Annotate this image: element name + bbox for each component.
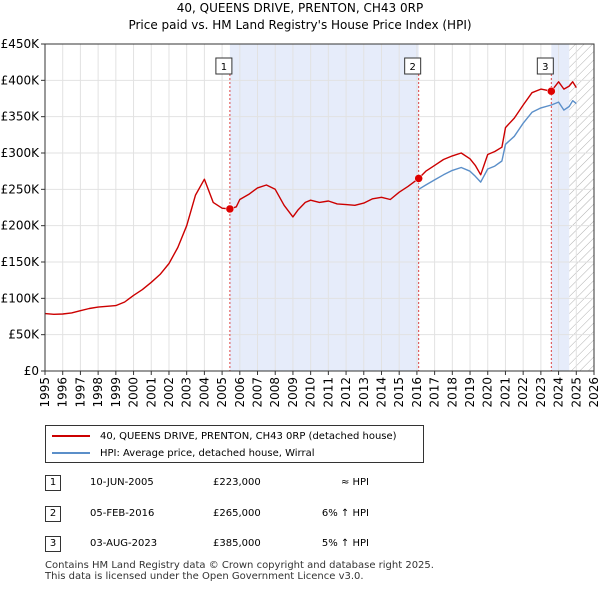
legend-swatch-property [52,435,90,437]
x-tick-label: 2021 [498,377,512,408]
x-tick-label: 2013 [357,377,371,408]
legend-label-property: 40, QUEENS DRIVE, PRENTON, CH43 0RP (det… [100,430,397,442]
x-tick-label: 2009 [286,377,300,408]
x-tick-label: 1998 [91,377,105,408]
sale-label-box [536,57,554,75]
footer-attribution: Contains HM Land Registry data © Crown c… [45,560,595,582]
x-tick-label: 2007 [251,377,265,408]
sale-row: 1 10-JUN-2005 £223,000 ≈ HPI [45,473,465,495]
y-tick-label: £0 [24,364,39,378]
footer-copyright: Contains HM Land Registry data © Crown c… [45,560,434,571]
y-tick-label: £400K [1,73,41,87]
x-tick-label: 2010 [304,377,318,408]
sale-price: £385,000 [213,538,261,549]
legend-item-property: 40, QUEENS DRIVE, PRENTON, CH43 0RP (det… [52,428,397,444]
y-tick-label: £200K [1,219,41,233]
plot-frame [44,43,595,372]
legend: 40, QUEENS DRIVE, PRENTON, CH43 0RP (det… [45,425,424,463]
sale-hpi-comparison: 5% ↑ HPI [321,538,369,549]
y-tick-label: £350K [1,110,41,124]
legend-swatch-hpi [52,452,90,454]
sale-hpi-comparison: ≈ HPI [340,477,369,488]
x-tick-label: 1999 [109,377,123,408]
hpi-line [418,99,577,190]
x-tick-label: 2012 [339,377,353,408]
y-tick-label: £300K [1,146,41,160]
x-tick-label: 2001 [144,377,158,408]
sale-label-box [404,57,422,75]
x-tick-label: 2004 [197,377,211,408]
sale-label: 3 [542,62,548,73]
sale-label: 1 [221,62,227,73]
shaded-period [551,44,570,371]
x-tick-label: 2006 [233,377,247,408]
x-tick-label: 2026 [587,377,600,408]
sale-number-badge: 2 [45,506,61,522]
y-tick-label: £100K [1,291,41,305]
y-tick-label: £50K [8,328,40,342]
x-tick-label: 2019 [463,377,477,408]
x-tick-label: 2003 [180,377,194,408]
x-tick-label: 2000 [127,377,141,408]
x-tick-label: 2011 [321,377,335,408]
sale-price: £265,000 [213,508,261,519]
price-chart: 1 2 3 £0 £50K £100K £150K £200K £250K £300K £350K… [1,37,600,408]
shaded-period [229,44,419,371]
sale-date: 03-AUG-2023 [90,538,158,549]
x-tick-label: 2014 [374,377,388,408]
x-tick-label: 2008 [268,377,282,408]
sale-hpi-comparison: 6% ↑ HPI [321,508,369,519]
x-tick-label: 2016 [410,377,424,408]
x-tick-label: 2024 [552,377,566,408]
sale-price: £223,000 [213,477,261,488]
x-tick-label: 1997 [73,377,87,408]
legend-label-hpi: HPI: Average price, detached house, Wirr… [100,447,315,459]
sale-label: 2 [409,62,415,73]
sale-point [547,86,556,96]
x-tick-label: 1995 [38,377,52,408]
x-tick-label: 2015 [392,377,406,408]
legend-item-hpi: HPI: Average price, detached house, Wirr… [52,445,315,461]
sale-label-box [215,57,233,75]
x-tick-label: 2002 [162,377,176,408]
y-tick-label: £150K [1,255,41,269]
y-tick-label: £250K [1,182,41,196]
x-tick-label: 2018 [445,377,459,408]
y-tick-label: £450K [1,37,41,51]
sale-row: 3 03-AUG-2023 £385,000 5% ↑ HPI [45,534,465,556]
sale-point [414,174,423,183]
sale-number-badge: 1 [45,475,61,491]
footer-licence: This data is licensed under the Open Gov… [45,571,364,582]
x-tick-label: 2023 [534,377,548,408]
property-price-line [44,81,577,315]
x-tick-label: 2025 [569,377,583,408]
x-tick-label: 2017 [428,377,442,408]
sale-date: 05-FEB-2016 [90,508,155,519]
x-tick-label: 2022 [516,377,530,408]
sale-date: 10-JUN-2005 [90,477,154,488]
x-tick-label: 1996 [56,377,70,408]
sale-number-badge: 3 [45,536,61,552]
x-tick-label: 2005 [215,377,229,408]
sale-row: 2 05-FEB-2016 £265,000 6% ↑ HPI [45,504,465,526]
chart-title: 40, QUEENS DRIVE, PRENTON, CH43 0RP [176,1,424,15]
x-tick-label: 2020 [481,377,495,408]
chart-subtitle: Price paid vs. HM Land Registry's House … [128,18,472,32]
forecast-hatch [569,44,594,371]
sale-point [225,204,235,214]
